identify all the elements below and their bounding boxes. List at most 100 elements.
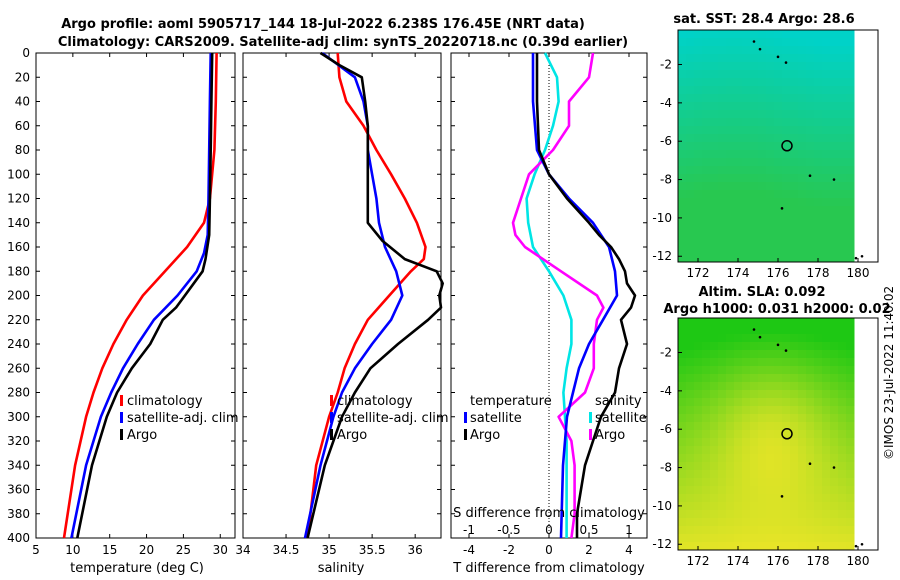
map-cell (726, 118, 735, 127)
map-cell (750, 238, 759, 247)
map-cell (758, 150, 767, 159)
map-cell (830, 438, 839, 447)
map-cell (806, 246, 815, 255)
map-cell (718, 254, 727, 263)
map-cell (838, 334, 847, 343)
map-cell (734, 246, 743, 255)
legend-label-satellite: satellite-adj. clim (337, 411, 449, 426)
map-cell (702, 334, 711, 343)
map-cell (702, 326, 711, 335)
map-cell (798, 422, 807, 431)
map-cell (742, 350, 751, 359)
map-x-tick-label: 172 (687, 266, 710, 280)
map-cell (702, 206, 711, 215)
map-cell (718, 390, 727, 399)
depth-tick-label: 260 (7, 361, 30, 375)
map-cell (686, 118, 695, 127)
map-cell (694, 214, 703, 223)
map-cell (750, 198, 759, 207)
map-cell (694, 190, 703, 199)
map-cell (686, 518, 695, 527)
map-cell (846, 358, 855, 367)
map-cell (798, 230, 807, 239)
map-cell (790, 382, 799, 391)
map-cell (686, 510, 695, 519)
map-cell (718, 542, 727, 551)
map-cell (718, 462, 727, 471)
map-cell (838, 534, 847, 543)
map-cell (814, 190, 823, 199)
map-cell (774, 126, 783, 135)
x-tick-label: 30 (213, 543, 228, 557)
map-cell (774, 486, 783, 495)
map-cell (830, 398, 839, 407)
map-cell (702, 166, 711, 175)
map-cell (782, 254, 791, 263)
map-cell (806, 190, 815, 199)
map-cell (686, 110, 695, 119)
map-cell (806, 174, 815, 183)
map-x-tick-label: 176 (767, 554, 790, 568)
map-cell (750, 166, 759, 175)
map-cell (734, 102, 743, 111)
map-cell (774, 534, 783, 543)
map-cell (790, 334, 799, 343)
map-cell (782, 46, 791, 55)
map-cell (758, 118, 767, 127)
map-cell (694, 206, 703, 215)
map-cell (806, 342, 815, 351)
map-cell (806, 438, 815, 447)
map-cell (806, 326, 815, 335)
map-cell (718, 382, 727, 391)
map-cell (742, 398, 751, 407)
map-cell (742, 246, 751, 255)
map-cell (822, 206, 831, 215)
map-cell (718, 214, 727, 223)
map-cell (790, 134, 799, 143)
map-cell (798, 246, 807, 255)
map-cell (718, 510, 727, 519)
map-cell (742, 158, 751, 167)
map-cell (790, 526, 799, 535)
map-cell (750, 398, 759, 407)
island (776, 55, 780, 59)
map-cell (798, 78, 807, 87)
map-cell (798, 438, 807, 447)
map-cell (742, 214, 751, 223)
map-cell (750, 158, 759, 167)
map-cell (838, 358, 847, 367)
map-cell (766, 518, 775, 527)
map-cell (822, 462, 831, 471)
map-cell (734, 38, 743, 47)
map-cell (710, 206, 719, 215)
map-cell (798, 214, 807, 223)
map-cell (814, 54, 823, 63)
map-cell (750, 46, 759, 55)
x-tick-label: 34 (235, 543, 250, 557)
map-cell (758, 206, 767, 215)
map-cell (830, 62, 839, 71)
map-cell (702, 510, 711, 519)
map-cell (702, 318, 711, 327)
depth-tick-label: 280 (7, 386, 30, 400)
map-cell (758, 342, 767, 351)
map-cell (750, 358, 759, 367)
map-cell (830, 318, 839, 327)
legend-swatch-argo (330, 429, 333, 440)
map-cell (798, 390, 807, 399)
map-cell (814, 366, 823, 375)
map-cell (694, 126, 703, 135)
map-cell (838, 206, 847, 215)
map-cell (694, 494, 703, 503)
map-cell (750, 134, 759, 143)
map-cell (766, 126, 775, 135)
temperature-panel: 5 10 15 20 25 30 (32, 52, 236, 557)
map-cell (766, 366, 775, 375)
map-cell (806, 62, 815, 71)
map-cell (678, 358, 687, 367)
map-cell (702, 214, 711, 223)
map-cell (750, 70, 759, 79)
map-cell (782, 30, 791, 39)
map-cell (702, 454, 711, 463)
map-cell (774, 110, 783, 119)
